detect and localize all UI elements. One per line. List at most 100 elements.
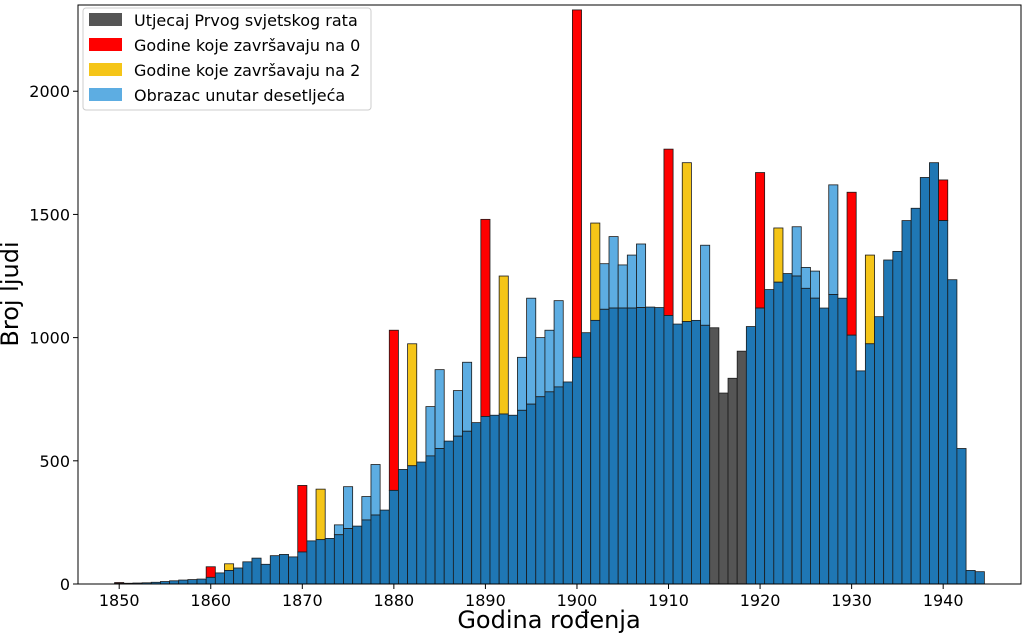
- bar-1881: [398, 469, 408, 585]
- bar-highlight-1878: [370, 464, 381, 516]
- bar-1938: [919, 177, 930, 585]
- bar-highlight-1892: [498, 275, 509, 415]
- bar-highlight-1903: [599, 263, 610, 310]
- bar-highlight-1898: [553, 300, 564, 388]
- bar-1919: [745, 326, 756, 585]
- x-tick-label: 1860: [190, 591, 231, 610]
- bar-1916: [718, 392, 729, 585]
- y-tick-label: 1000: [29, 329, 70, 348]
- bar-highlight-1926: [810, 270, 820, 299]
- bar-highlight-1925: [800, 266, 811, 289]
- bar-1864: [242, 561, 253, 585]
- bar-highlight-1862: [224, 563, 235, 571]
- bar-highlight-1870: [297, 485, 308, 553]
- bar-highlight-1885: [434, 369, 445, 449]
- bar-highlight-1907: [636, 243, 647, 308]
- bar-highlight-1897: [544, 329, 555, 393]
- bar-1892: [498, 413, 509, 585]
- bar-highlight-1930: [846, 191, 857, 336]
- bar-1885: [434, 448, 445, 585]
- bar-1929: [837, 297, 848, 585]
- bar-highlight-1940: [938, 179, 949, 221]
- bar-1915: [709, 327, 720, 585]
- x-axis-label: Godina rođenja: [457, 606, 640, 633]
- x-tick-label: 1900: [557, 591, 598, 610]
- bar-1910: [663, 315, 674, 585]
- bar-1879: [379, 509, 390, 585]
- bar-1872: [315, 539, 326, 585]
- bar-1941: [947, 279, 958, 585]
- bar-1888: [462, 430, 473, 585]
- bar-1924: [791, 275, 802, 585]
- bar-1932: [864, 343, 875, 585]
- bar-1902: [590, 319, 601, 585]
- x-tick-label: 1920: [740, 591, 781, 610]
- bar-1927: [819, 307, 830, 585]
- bar-1933: [874, 316, 885, 585]
- legend-label: Obrazac unutar desetljeća: [134, 86, 345, 105]
- bar-1943: [965, 570, 976, 585]
- bar-1871: [306, 540, 317, 585]
- bar-1882: [407, 465, 418, 585]
- bar-1942: [956, 448, 967, 585]
- bar-1894: [517, 409, 528, 585]
- bar-highlight-1877: [361, 496, 372, 521]
- bar-highlight-1894: [517, 356, 528, 411]
- bar-1874: [333, 534, 344, 585]
- bar-highlight-1914: [700, 244, 711, 326]
- bar-1890: [480, 416, 491, 585]
- bar-highlight-1875: [343, 486, 354, 529]
- x-tick-label: 1910: [648, 591, 689, 610]
- bar-1897: [544, 391, 555, 585]
- bar-1862: [224, 570, 235, 585]
- bar-1889: [471, 422, 482, 585]
- bar-1914: [700, 324, 711, 585]
- bar-1878: [370, 514, 381, 585]
- bar-highlight-1932: [864, 254, 875, 345]
- bar-highlight-1900: [571, 9, 582, 358]
- bar-1860: [205, 576, 216, 585]
- bar-highlight-1904: [608, 236, 619, 309]
- bar-1931: [855, 370, 866, 585]
- bar-1906: [626, 307, 637, 585]
- bar-1912: [681, 321, 692, 585]
- bar-highlight-1888: [462, 361, 473, 432]
- legend-label: Godine koje završavaju na 0: [134, 36, 360, 55]
- bar-1905: [617, 307, 628, 585]
- bar-1936: [901, 220, 912, 585]
- bar-1886: [443, 440, 454, 585]
- bar-1877: [361, 519, 372, 585]
- bar-1863: [233, 567, 244, 585]
- x-tick-label: 1940: [923, 591, 964, 610]
- y-tick-label: 1500: [29, 205, 70, 224]
- y-tick-label: 500: [39, 452, 70, 471]
- bar-1918: [736, 350, 747, 585]
- bar-1859: [196, 578, 207, 585]
- bar-1883: [416, 461, 427, 585]
- x-tick-label: 1930: [831, 591, 872, 610]
- bar-1911: [672, 323, 683, 585]
- bar-1944: [974, 571, 985, 585]
- bar-1934: [883, 259, 894, 585]
- x-tick-label: 1890: [465, 591, 506, 610]
- legend-swatch: [89, 13, 122, 26]
- bar-highlight-1884: [425, 406, 436, 457]
- bar-1875: [343, 528, 354, 585]
- bar-highlight-1896: [535, 337, 546, 398]
- bar-1861: [214, 572, 225, 585]
- bar-highlight-1887: [452, 390, 463, 437]
- bar-1908: [645, 306, 656, 585]
- bar-1909: [654, 307, 665, 585]
- bar-highlight-1890: [480, 218, 491, 417]
- legend-swatch: [89, 38, 122, 51]
- x-tick-label: 1850: [99, 591, 140, 610]
- bar-1903: [599, 308, 610, 585]
- legend-label: Utjecaj Prvog svjetskog rata: [134, 11, 358, 30]
- bar-1896: [535, 396, 546, 585]
- x-axis-ticks: 1850 1860 1870 1880 1890 1900 1910 1920 1930 1940: [99, 584, 964, 610]
- y-axis-ticks: 0 500 1000 1500 2000: [29, 82, 78, 594]
- bar-1935: [892, 250, 903, 585]
- bar-highlight-1906: [626, 254, 637, 309]
- bar-1900: [571, 356, 582, 585]
- x-tick-label: 1880: [373, 591, 414, 610]
